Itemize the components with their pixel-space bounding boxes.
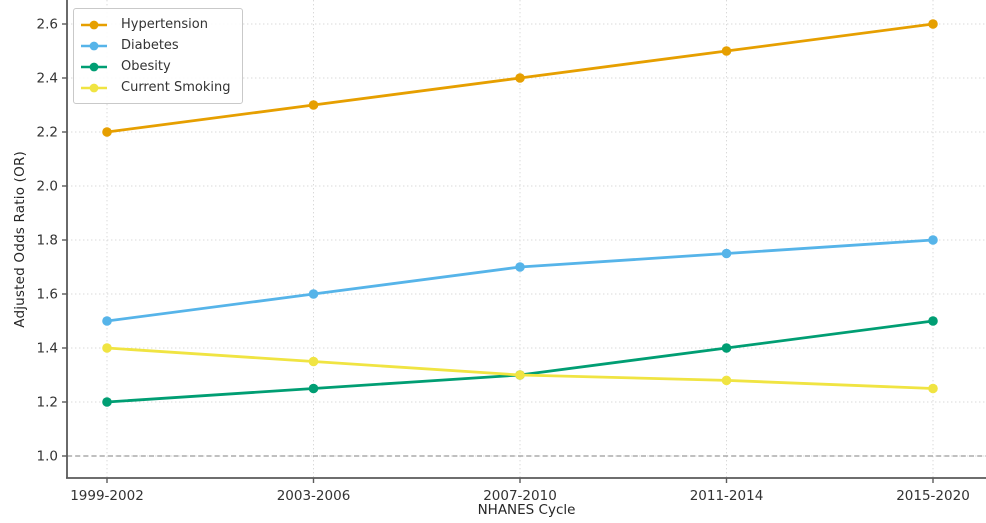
x-tick-label: 1999-2002 [70, 488, 144, 504]
y-tick-label: 2.4 [37, 71, 58, 87]
legend-item-current-smoking: Current Smoking [80, 77, 230, 98]
x-tick-label: 2003-2006 [277, 488, 351, 504]
y-tick-label: 2.2 [37, 125, 58, 141]
data-point-current-smoking-3 [721, 375, 732, 386]
data-point-current-smoking-1 [308, 356, 319, 367]
data-point-diabetes-0 [102, 316, 112, 326]
y-tick-label: 1.8 [37, 233, 58, 249]
y-axis-label: Adjusted Odds Ratio (OR) [12, 150, 28, 328]
data-point-obesity-3 [721, 343, 732, 353]
legend-label: Hypertension [121, 17, 208, 32]
data-point-diabetes-1 [308, 289, 319, 299]
y-tick-label: 1.4 [37, 341, 58, 357]
data-point-obesity-0 [102, 397, 112, 407]
y-tick-label: 1.0 [37, 449, 58, 465]
legend-item-diabetes: Diabetes [80, 35, 230, 56]
y-tick-label: 2.6 [37, 17, 58, 33]
y-tick-label: 2.0 [37, 179, 58, 195]
legend-line-marker-icon [81, 41, 107, 50]
data-point-diabetes-4 [928, 235, 938, 245]
legend-line-marker-icon [81, 83, 107, 92]
data-point-obesity-4 [928, 316, 938, 326]
legend-label: Obesity [121, 59, 171, 74]
x-tick-label: 2015-2020 [896, 488, 970, 504]
x-tick-label: 2007-2010 [483, 488, 557, 504]
x-axis-label: NHANES Cycle [477, 502, 576, 518]
legend-label: Diabetes [121, 38, 179, 53]
legend-line-marker-icon [81, 62, 107, 71]
data-point-diabetes-2 [515, 262, 525, 272]
legend-label: Current Smoking [121, 80, 231, 95]
data-point-obesity-1 [308, 383, 319, 394]
y-tick-label: 1.2 [37, 395, 58, 411]
data-point-current-smoking-2 [515, 370, 525, 380]
data-point-hypertension-0 [102, 127, 112, 137]
data-point-diabetes-3 [721, 248, 732, 259]
x-tick-label: 2011-2014 [690, 488, 764, 504]
legend-item-hypertension: Hypertension [80, 14, 230, 35]
data-point-current-smoking-0 [102, 343, 112, 353]
y-axis-label-wrap: Adjusted Odds Ratio (OR) [11, 0, 29, 478]
legend-line-marker-icon [81, 20, 107, 29]
data-point-current-smoking-4 [928, 383, 938, 394]
data-point-hypertension-4 [928, 19, 938, 29]
y-tick-label: 1.6 [37, 287, 58, 303]
data-point-hypertension-3 [721, 46, 732, 56]
legend-item-obesity: Obesity [80, 56, 230, 77]
data-point-hypertension-2 [515, 73, 525, 83]
data-point-hypertension-1 [308, 100, 319, 110]
legend: Hypertension Diabetes Obesity Current Smoki… [73, 8, 244, 104]
